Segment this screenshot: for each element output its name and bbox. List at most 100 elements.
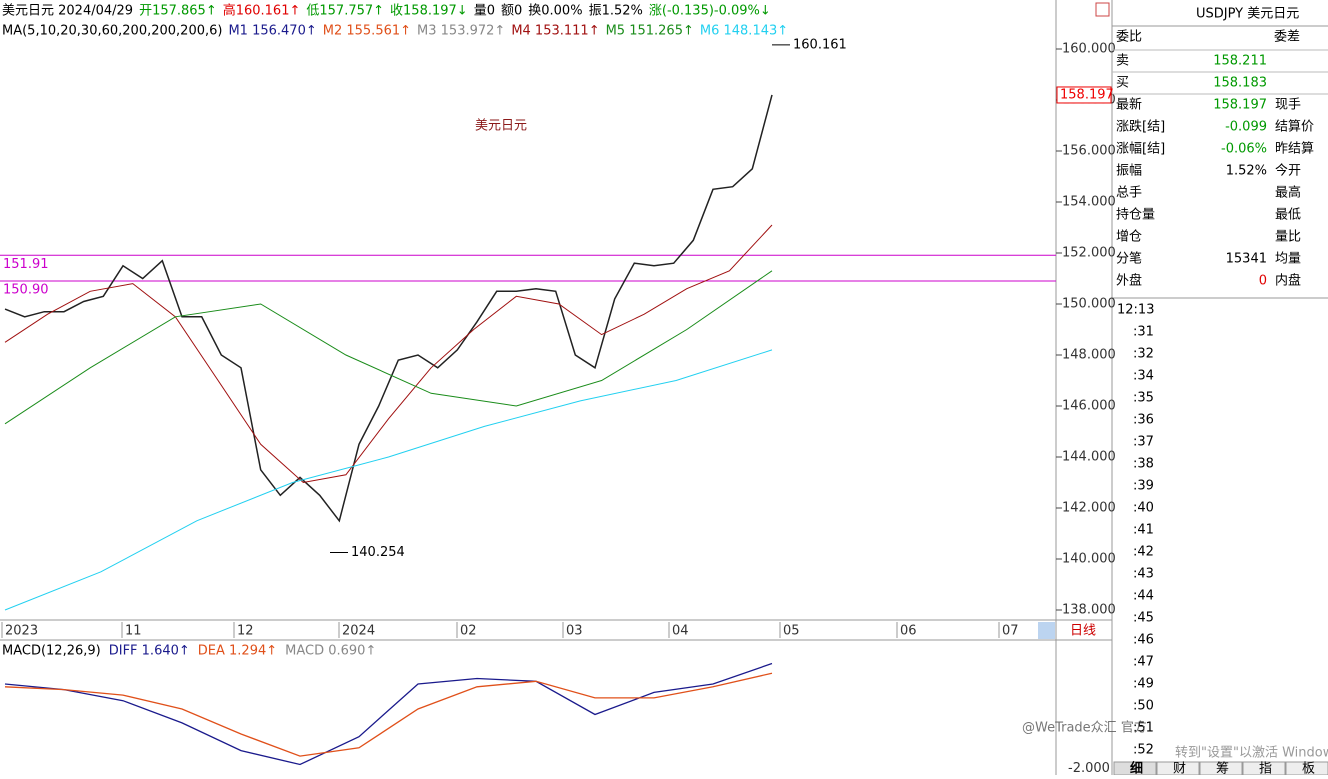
quote-label: 总手 — [1116, 186, 1142, 201]
macd-label: DEA 1.294↑ — [198, 644, 277, 659]
level-label: 151.91 — [3, 257, 49, 272]
last-price-box — [1056, 86, 1112, 104]
quote-value: 0 — [1259, 274, 1267, 289]
tick-time: :31 — [1133, 325, 1154, 340]
x-tick-label: 06 — [900, 624, 917, 639]
watermark: @WeTrade众汇 官方 — [1022, 720, 1147, 736]
y-tick-label: 146.000 — [1062, 399, 1116, 414]
header-text: M3 153.972↑ — [417, 24, 505, 39]
price-line — [4, 349, 773, 611]
header-text: 低157.757↑ — [306, 4, 384, 19]
header-text: 涨(-0.135)-0.09%↓ — [649, 4, 771, 19]
activation: 转到"设置"以激活 Windows — [1175, 746, 1328, 761]
quote-value: 15341 — [1226, 252, 1267, 267]
macd-line — [4, 662, 773, 766]
quote-value: 158.197 — [1213, 98, 1267, 113]
header-text: 量0 — [474, 4, 495, 19]
header-text: M1 156.470↑ — [228, 24, 316, 39]
macd-label: MACD(12,26,9) — [2, 644, 101, 659]
scroll — [1038, 622, 1055, 639]
tick-time: :41 — [1133, 523, 1154, 538]
tab-label[interactable]: 细 — [1130, 761, 1143, 777]
tick-time: :34 — [1133, 369, 1154, 384]
x-tick-label: 05 — [783, 624, 800, 639]
close-box[interactable] — [1095, 2, 1110, 17]
x-tick-label: 12 — [237, 624, 254, 639]
macd-label: MACD 0.690↑ — [285, 644, 376, 659]
quote-label: 外盘 — [1116, 273, 1142, 289]
tick-time: :45 — [1133, 611, 1154, 626]
tab-label[interactable]: 指 — [1259, 762, 1272, 777]
price-line — [4, 94, 773, 523]
tick-time: :40 — [1133, 501, 1154, 516]
tab-label[interactable]: 财 — [1173, 762, 1186, 777]
tick-time: :35 — [1133, 391, 1154, 406]
tick-time: :49 — [1133, 677, 1154, 692]
period-button[interactable]: 日线 — [1070, 624, 1096, 639]
y-tick-label: 140.000 — [1062, 552, 1116, 567]
quote-label: 均量 — [1275, 252, 1301, 267]
y-tick-label: 152.000 — [1062, 246, 1116, 261]
y-tick-label: 160.000 — [1062, 42, 1116, 57]
tick-time: :32 — [1133, 347, 1154, 362]
header-text: 开157.865↑ — [139, 4, 217, 19]
x-tick-label: 11 — [125, 624, 142, 639]
tab-label[interactable]: 筹 — [1216, 761, 1229, 777]
y-tick-label: 150.000 — [1062, 297, 1116, 312]
y-tick-label: 154.000 — [1062, 195, 1116, 210]
header-text: M2 155.561↑ — [323, 24, 411, 39]
y-tick-label: 148.000 — [1062, 348, 1116, 363]
tab-label[interactable]: 板 — [1302, 762, 1315, 777]
header-text: MA(5,10,20,30,60,200,200,200,6) — [2, 24, 222, 39]
quote-label: 增仓 — [1116, 230, 1142, 245]
macd-label: DIFF 1.640↑ — [109, 644, 190, 659]
y-tick-label: 138.000 — [1062, 603, 1116, 618]
x-tick-label: 03 — [566, 624, 583, 639]
quote-label: 持仓量 — [1116, 208, 1155, 223]
y-tick-label: -2.000 — [1068, 761, 1110, 775]
tick-time: :51 — [1133, 721, 1154, 736]
quote-head: 委差 — [1274, 30, 1300, 45]
quote-value: -0.06% — [1221, 142, 1267, 157]
quote-label: 涨幅[结] — [1116, 142, 1165, 157]
symbol: USDJPY 美元日元 — [1196, 7, 1299, 22]
quote-label: 今开 — [1275, 163, 1301, 179]
header-text: 振1.52% — [589, 4, 643, 19]
quote-value: -0.099 — [1225, 120, 1267, 135]
quote-label: 最低 — [1275, 208, 1301, 223]
tick-time: :43 — [1133, 567, 1154, 582]
quote-value: 158.211 — [1213, 54, 1267, 69]
header-text: 换0.00% — [528, 4, 582, 19]
quote-label: 振幅 — [1116, 164, 1142, 179]
tick-time: :42 — [1133, 545, 1154, 560]
tick-time: :38 — [1133, 457, 1154, 472]
tick-time: :47 — [1133, 655, 1154, 670]
quote-label: 内盘 — [1275, 273, 1301, 289]
quote-value: 158.183 — [1213, 76, 1267, 91]
tick-time: :50 — [1133, 699, 1154, 714]
quote-label: 分笔 — [1116, 251, 1142, 267]
quote-label: 买 — [1116, 76, 1129, 91]
x-tick-label: 2023 — [5, 624, 38, 639]
price-line — [4, 270, 773, 425]
y-tick-label: 144.000 — [1062, 450, 1116, 465]
header-text: M6 148.143↑ — [700, 24, 788, 39]
x-tick-label: 07 — [1002, 624, 1019, 639]
high-label: 160.161 — [793, 37, 847, 52]
x-tick-label: 2024 — [342, 624, 375, 639]
header-text: 高160.161↑ — [223, 3, 301, 19]
y-tick-label: 156.000 — [1062, 144, 1116, 159]
quote-label: 现手 — [1275, 98, 1301, 113]
quote-label: 涨跌[结] — [1116, 119, 1165, 135]
quote-label: 结算价 — [1275, 120, 1314, 135]
quote-head: 委比 — [1116, 30, 1142, 45]
header-text: M5 151.265↑ — [606, 24, 694, 39]
quote-value: 1.52% — [1226, 164, 1267, 179]
tick-time: :46 — [1133, 633, 1154, 648]
tick-time: :36 — [1133, 413, 1154, 428]
quote-label: 卖 — [1116, 54, 1129, 69]
quote-label: 最高 — [1275, 185, 1301, 201]
last-price: 158.197 — [1060, 87, 1114, 102]
